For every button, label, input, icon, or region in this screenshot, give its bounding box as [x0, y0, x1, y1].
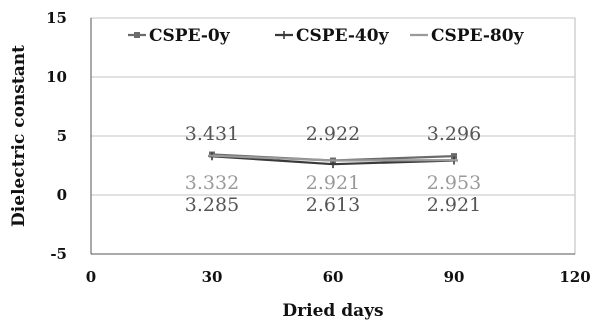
- data-label: 2.922: [306, 123, 360, 145]
- x-tick-label: 0: [86, 268, 96, 286]
- data-label: 3.431: [185, 123, 239, 145]
- y-tick-label: 10: [46, 68, 67, 86]
- legend-label: CSPE-0y: [149, 26, 231, 46]
- legend-marker: [280, 31, 288, 39]
- x-tick-label: 120: [559, 268, 590, 286]
- x-axis-title: Dried days: [282, 301, 383, 321]
- data-label: 2.921: [306, 172, 360, 194]
- legend-marker: [134, 32, 140, 38]
- data-label: 3.332: [185, 172, 239, 194]
- x-tick-label: 90: [444, 268, 465, 286]
- series-lines: [208, 151, 458, 169]
- data-label: 2.921: [427, 194, 481, 216]
- data-label: 2.613: [306, 194, 360, 216]
- x-tick-label: 30: [202, 268, 223, 286]
- data-point: [451, 153, 457, 160]
- data-label: 2.953: [427, 172, 481, 194]
- y-tick-labels: -5 0 5 10 15: [46, 9, 67, 263]
- x-tick-labels: 0 30 60 90 120: [86, 268, 591, 286]
- legend-label: CSPE-40y: [296, 26, 390, 46]
- x-tick-label: 60: [323, 268, 344, 286]
- y-axis-title: Dielectric constant: [9, 45, 29, 227]
- legend-label: CSPE-80y: [431, 26, 525, 46]
- y-tick-label: 0: [57, 186, 67, 204]
- data-label: 3.285: [185, 194, 239, 216]
- gridlines: [91, 17, 575, 196]
- data-label: 3.296: [427, 123, 481, 145]
- y-tick-label: 15: [46, 9, 67, 27]
- y-tick-label: -5: [50, 245, 67, 263]
- legend: CSPE-0y CSPE-40y CSPE-80y: [128, 26, 525, 46]
- y-tick-label: 5: [57, 127, 67, 145]
